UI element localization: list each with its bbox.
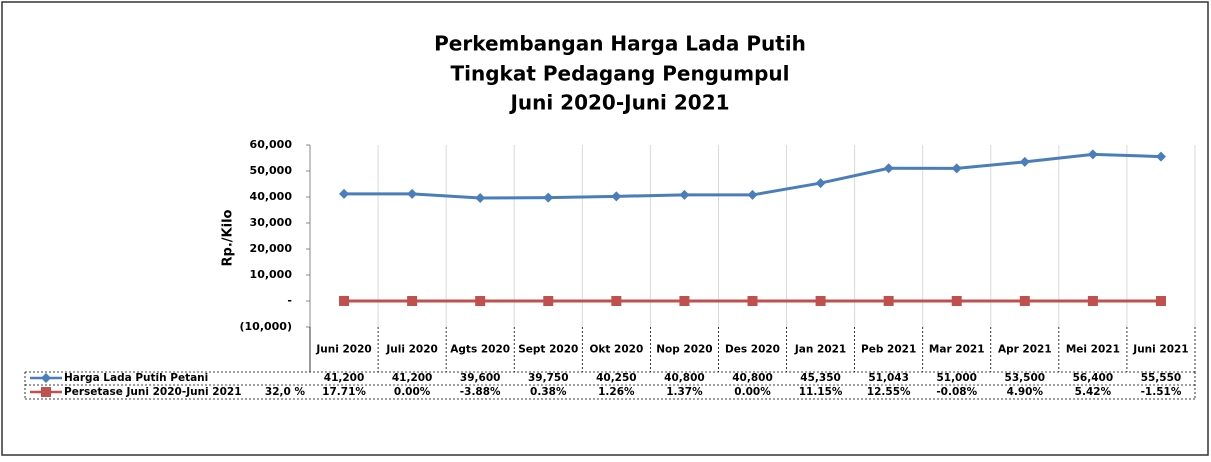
x-tick-label: Mar 2021 [929,344,985,356]
legend-label: Persetase Juni 2020-Juni 2021 [64,386,242,398]
x-tick-label: Apr 2021 [998,344,1052,356]
chart-title: Juni 2020-Juni 2021 [508,91,729,115]
data-label: 0.00% [734,386,771,398]
y-tick-label: 20,000 [250,242,293,255]
point [1156,296,1166,306]
y-tick-label: 50,000 [250,164,293,177]
x-tick-label: Agts 2020 [450,344,510,356]
data-label: 12.55% [867,386,911,398]
chart-title: Tingkat Pedagang Pengumpul [450,62,789,86]
point [952,296,962,306]
point [1088,296,1098,306]
data-label: 51,043 [868,372,909,384]
x-tick-label: Peb 2021 [861,344,916,356]
data-label: 1.37% [666,386,703,398]
data-label: 0.38% [530,386,567,398]
y-tick-label: 10,000 [250,268,293,281]
data-label: 0.00% [394,386,431,398]
annotation: 32,0 % [265,386,306,398]
point [679,296,689,306]
point [1020,296,1030,306]
y-tick-label: 40,000 [250,190,293,203]
data-label: 41,200 [392,372,433,384]
point [339,296,349,306]
point [816,296,826,306]
data-label: -0.08% [936,386,977,398]
point [748,296,758,306]
data-label: 17.71% [322,386,366,398]
chart-title: Perkembangan Harga Lada Putih [434,32,806,56]
data-label: 40,800 [732,372,773,384]
data-label: 1.26% [598,386,635,398]
data-label: 51,000 [936,372,977,384]
data-label: 39,600 [460,372,501,384]
point [543,296,553,306]
data-label: 5.42% [1075,386,1112,398]
data-label: 39,750 [528,372,569,384]
legend-label: Harga Lada Putih Petani [64,372,208,384]
y-axis-label: Rp./Kilo [221,209,236,266]
point [884,296,894,306]
y-tick-label: 30,000 [250,216,293,229]
data-label: 41,200 [324,372,365,384]
x-tick-label: Jan 2021 [794,344,846,356]
data-label: 11.15% [799,386,843,398]
y-tick-label: 60,000 [250,138,293,151]
legend-marker [41,387,51,397]
data-label: -1.51% [1141,386,1182,398]
data-label: 53,500 [1005,372,1046,384]
x-tick-label: Juli 2020 [385,344,437,356]
y-tick-label: (10,000) [239,320,292,333]
data-label: 56,400 [1073,372,1114,384]
x-tick-label: Sept 2020 [518,344,578,356]
x-tick-label: Nop 2020 [656,344,712,356]
x-tick-label: Des 2020 [725,344,780,356]
data-label: -3.88% [460,386,501,398]
data-label: 4.90% [1007,386,1044,398]
x-tick-label: Juni 2021 [1132,344,1188,356]
data-label: 40,800 [664,372,705,384]
point [611,296,621,306]
y-tick-label: - [287,294,292,307]
point [407,296,417,306]
data-label: 55,550 [1141,372,1182,384]
x-tick-label: Okt 2020 [589,344,643,356]
point [475,296,485,306]
x-tick-label: Juni 2020 [315,344,371,356]
data-label: 40,250 [596,372,637,384]
data-label: 45,350 [800,372,841,384]
x-tick-label: Mei 2021 [1066,344,1120,356]
